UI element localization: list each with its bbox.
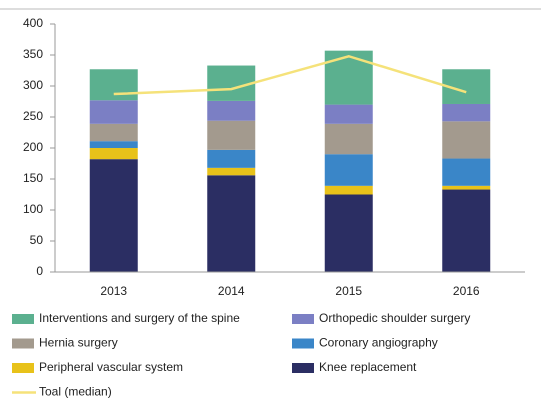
legend-swatch — [292, 363, 314, 373]
y-tick-label: 250 — [23, 109, 43, 123]
bar-segment — [89, 123, 138, 142]
legend-label: Peripheral vascular system — [39, 360, 183, 374]
bar-segment — [89, 69, 138, 101]
bar-segment — [442, 103, 491, 122]
y-tick-label: 200 — [23, 140, 43, 154]
y-tick-label: 0 — [36, 264, 43, 278]
y-tick-label: 150 — [23, 171, 43, 185]
legend-swatch — [292, 314, 314, 324]
x-tick-label: 2016 — [453, 284, 480, 298]
bar-segment — [207, 65, 256, 101]
legend-swatch — [292, 338, 314, 349]
bar-segment — [89, 159, 138, 272]
bar-segment — [442, 189, 491, 272]
x-tick-label: 2015 — [335, 284, 362, 298]
legend-swatch — [12, 338, 34, 349]
legend-label: Interventions and surgery of the spine — [39, 311, 240, 325]
legend-label: Hernia surgery — [39, 336, 118, 350]
bar-segment — [324, 50, 373, 105]
bar-segment — [207, 167, 256, 176]
bar-segment — [207, 100, 256, 121]
bar-segment — [324, 104, 373, 124]
legend-swatch — [12, 314, 34, 324]
legend-label: Knee replacement — [319, 360, 417, 374]
bar-segment — [442, 185, 491, 190]
bar-segment — [442, 121, 491, 159]
legend-label: Orthopedic shoulder surgery — [319, 311, 470, 325]
y-tick-label: 400 — [23, 16, 43, 30]
bar-segment — [89, 100, 138, 124]
bar-segment — [89, 148, 138, 160]
bar-segment — [207, 120, 256, 150]
line-series — [113, 54, 467, 96]
bar-segment — [324, 185, 373, 195]
legend-label: Coronary angiography — [319, 336, 438, 350]
bar-segment — [207, 175, 256, 272]
bar-segment — [207, 149, 256, 168]
bar-segment — [324, 123, 373, 155]
y-tick-label: 100 — [23, 202, 43, 216]
x-tick-label: 2013 — [100, 284, 127, 298]
y-tick-label: 350 — [23, 47, 43, 61]
bar-segment — [89, 141, 138, 148]
bar-segment — [324, 154, 373, 186]
legend-swatch — [12, 363, 34, 373]
x-tick-label: 2014 — [218, 284, 245, 298]
y-tick-label: 300 — [23, 78, 43, 92]
bar-segment — [324, 194, 373, 272]
y-tick-label: 50 — [30, 233, 44, 247]
legend-label: Toal (median) — [39, 385, 112, 399]
bar-segment — [442, 158, 491, 186]
